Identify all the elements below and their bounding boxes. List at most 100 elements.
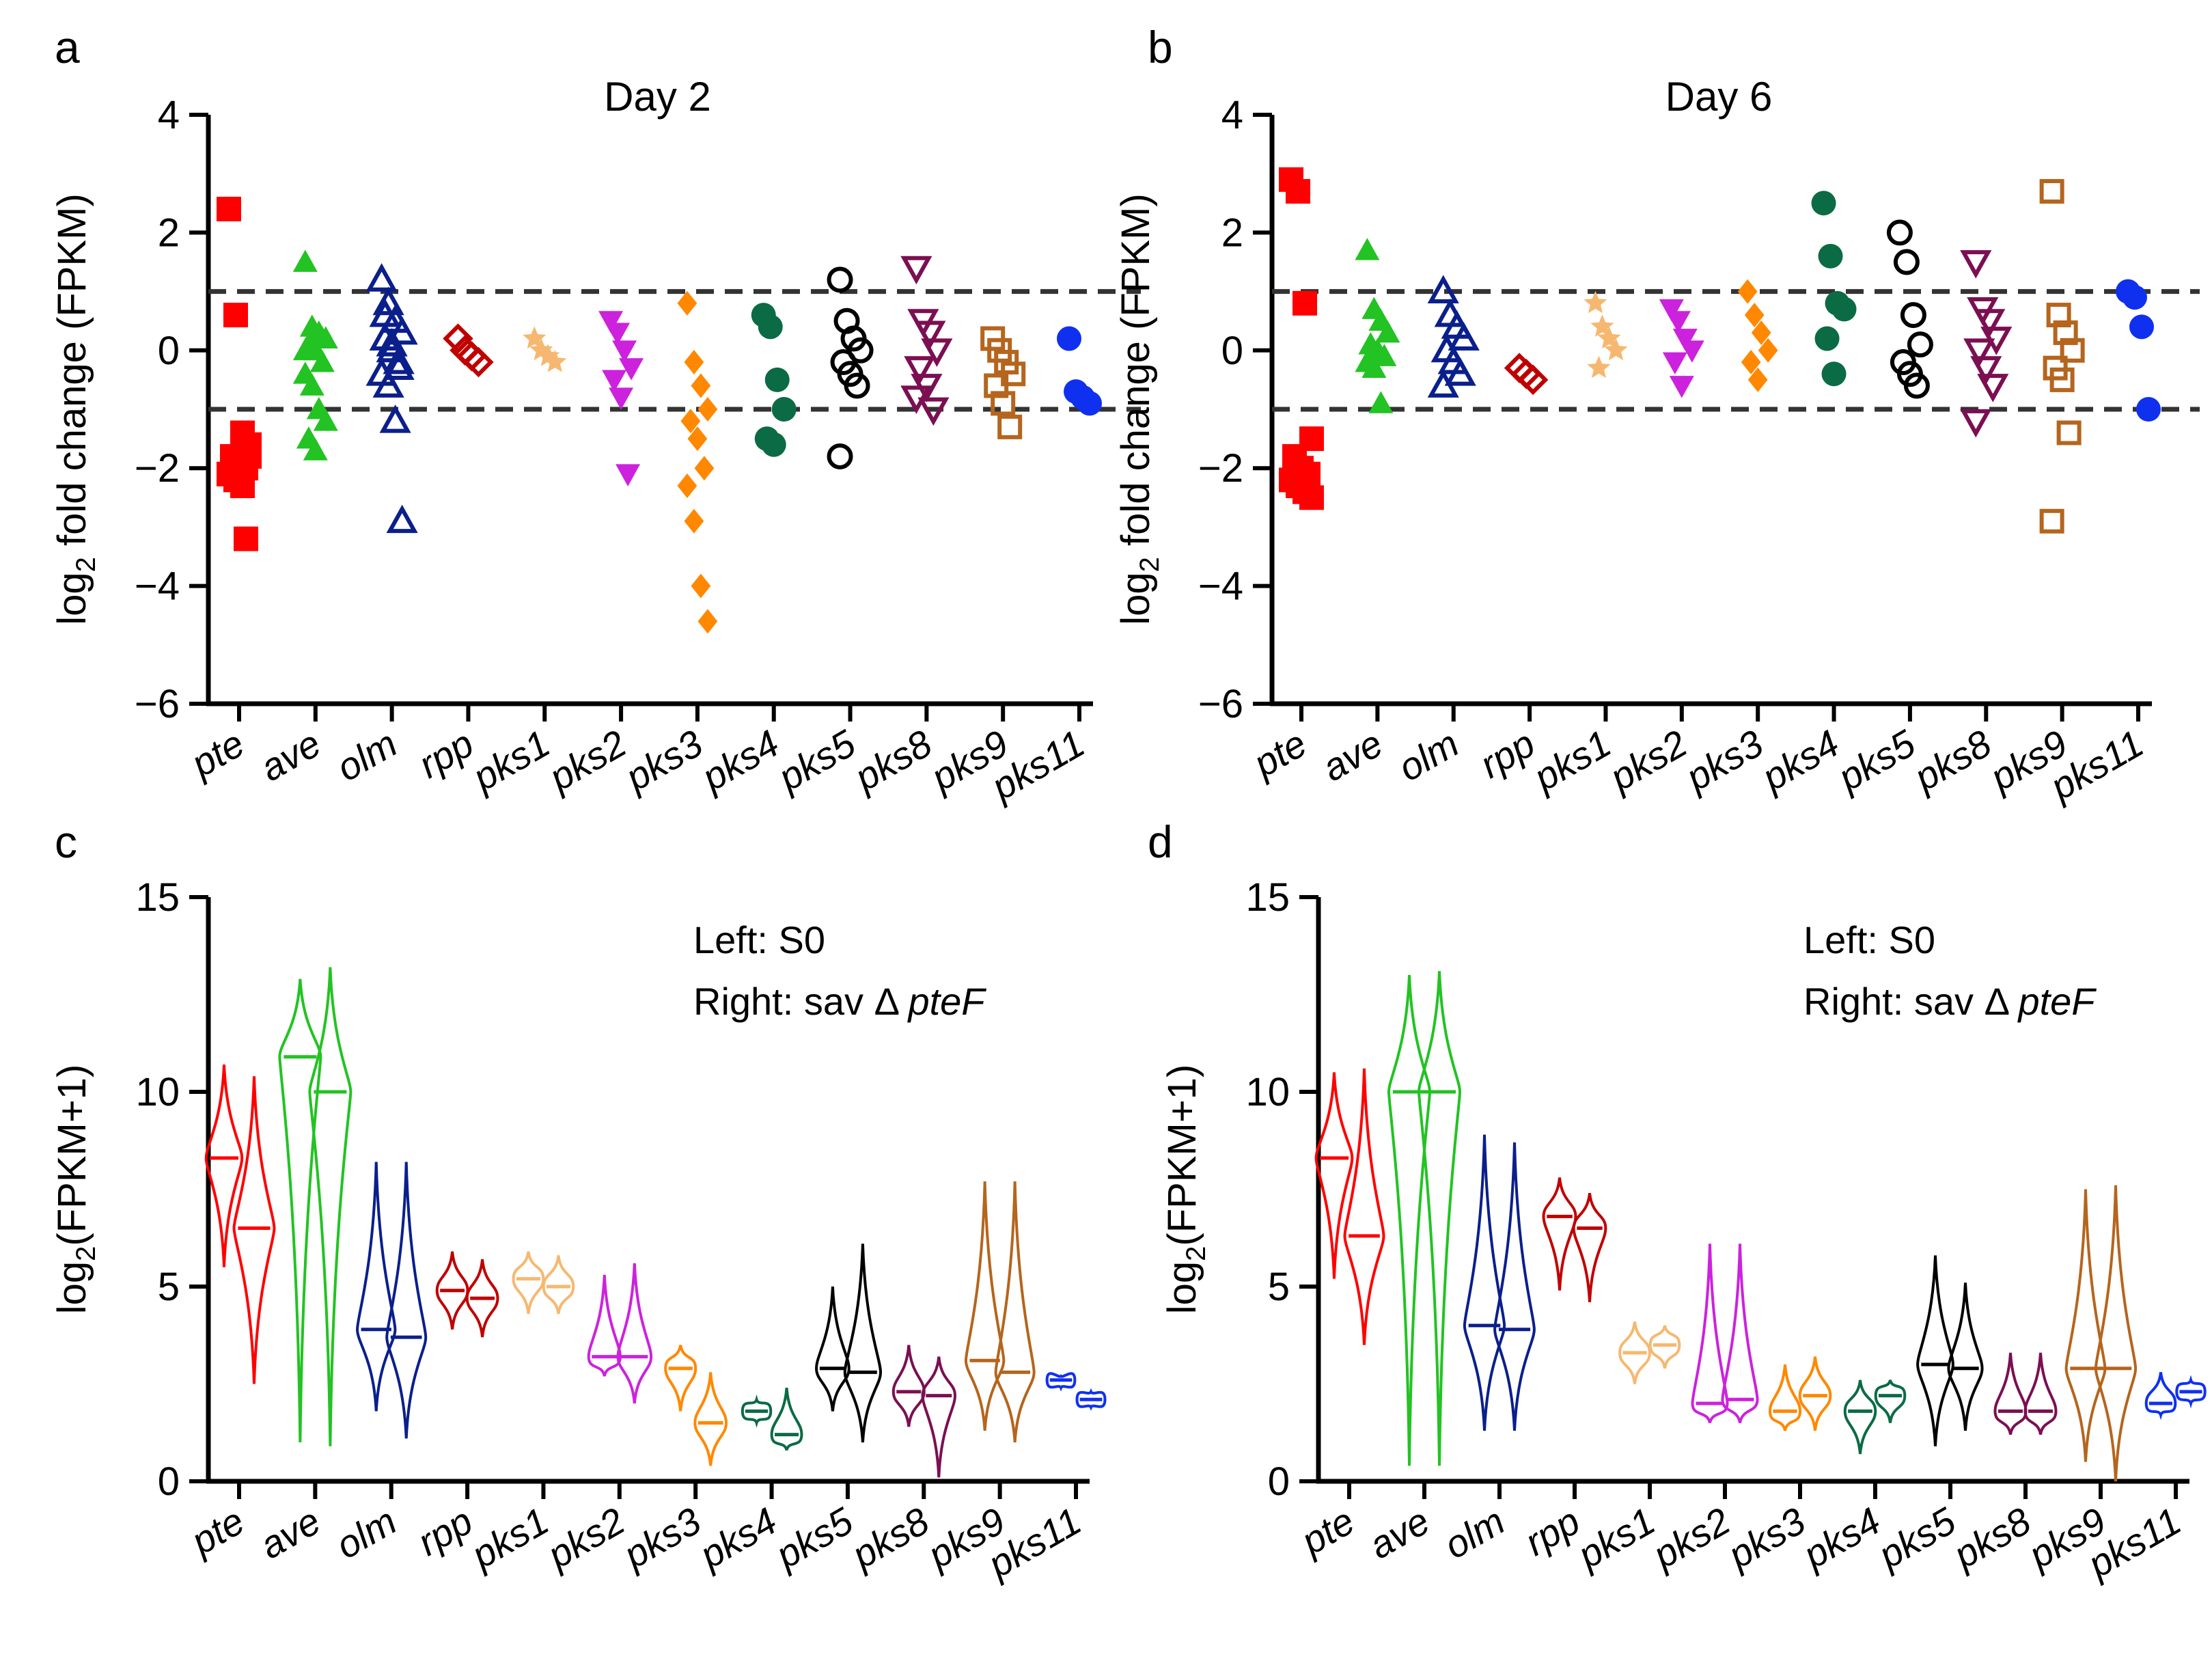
point-ave xyxy=(1355,238,1380,260)
chart-title: Day 6 xyxy=(1665,74,1773,120)
y-axis-label-subscript: 2 xyxy=(71,557,101,572)
x-tick-label-pte: pte xyxy=(1292,1499,1361,1563)
point-rpp xyxy=(443,323,473,354)
violin-left-pks8 xyxy=(1993,1352,2028,1436)
y-axis-label: log2 fold change (FPKM) xyxy=(1114,193,1165,625)
point-pks9 xyxy=(997,414,1023,439)
violin-left-pks5 xyxy=(1916,1255,1954,1446)
panel-letter: b xyxy=(1148,22,1173,72)
point-pks11 xyxy=(2136,397,2161,422)
x-tick-label-ave: ave xyxy=(1361,1499,1437,1567)
violin-left-pte xyxy=(204,1065,244,1267)
x-tick-label-olm: olm xyxy=(1437,1499,1512,1567)
violin-right-pks11 xyxy=(1075,1388,1107,1411)
violin-right-pks5 xyxy=(843,1244,883,1443)
x-tick-label-pte: pte xyxy=(1245,722,1314,786)
violin-right-ave xyxy=(1417,971,1462,1466)
point-pks9 xyxy=(2049,367,2075,392)
point-pks3 xyxy=(1741,350,1761,375)
violin-right-pks2 xyxy=(1721,1244,1759,1424)
violin-left-olm xyxy=(1463,1134,1506,1431)
violin-left-pks1 xyxy=(1618,1321,1651,1384)
point-pks2 xyxy=(1659,299,1684,322)
y-axis-label: log2(FPKM+1) xyxy=(50,1065,101,1315)
y-tick-label: 0 xyxy=(1221,329,1243,373)
point-olm xyxy=(1427,275,1459,303)
y-axis-label-rest: fold change (FPKM) xyxy=(1114,193,1158,557)
point-pks5 xyxy=(1900,302,1926,329)
violin-right-pks4 xyxy=(770,1388,803,1451)
point-ave xyxy=(299,373,324,396)
point-rpp xyxy=(463,346,494,378)
point-pks9 xyxy=(984,373,1009,398)
violin-left-rpp xyxy=(435,1251,469,1330)
violin-right-pks9 xyxy=(2094,1185,2138,1482)
point-pks8 xyxy=(900,385,932,414)
point-pks4 xyxy=(1821,361,1847,387)
y-tick-label: −6 xyxy=(135,682,180,726)
violin-right-pks3 xyxy=(1798,1356,1832,1431)
point-olm xyxy=(365,263,398,292)
y-tick-label: −2 xyxy=(135,446,180,491)
point-pks5 xyxy=(1903,372,1930,399)
violin-right-pks4 xyxy=(1874,1379,1907,1423)
chart-title: Day 2 xyxy=(604,74,711,120)
x-tick-label-olm: olm xyxy=(1391,722,1466,790)
point-olm xyxy=(386,316,418,345)
point-pks3 xyxy=(694,456,715,481)
x-tick-label-olm: olm xyxy=(329,1499,404,1567)
point-olm xyxy=(383,351,415,381)
point-pks4 xyxy=(758,314,783,340)
y-tick-label: 5 xyxy=(1268,1265,1290,1309)
violin-left-ave xyxy=(1387,974,1432,1466)
point-rpp xyxy=(1517,364,1549,396)
violin-right-pks3 xyxy=(693,1372,728,1466)
x-tick-label-pte: pte xyxy=(182,1499,251,1563)
x-tick-label-ave: ave xyxy=(1315,722,1390,790)
point-pks3 xyxy=(684,508,704,534)
point-pks3 xyxy=(697,609,718,634)
point-pks2 xyxy=(1672,329,1698,351)
violin-right-pks9 xyxy=(994,1181,1036,1443)
y-axis-label: log2 fold change (FPKM) xyxy=(50,193,101,625)
point-olm xyxy=(1444,357,1476,386)
point-pks3 xyxy=(691,573,711,599)
point-pks8 xyxy=(1960,250,1992,279)
violin-left-pks11 xyxy=(2144,1372,2177,1420)
point-pks2 xyxy=(1679,340,1704,363)
violin-right-pks8 xyxy=(921,1356,956,1478)
point-pks9 xyxy=(2060,338,2085,363)
y-axis-label-main: log xyxy=(1160,1261,1204,1314)
violin-right-pks5 xyxy=(1947,1282,1984,1431)
point-pks9 xyxy=(2039,508,2064,534)
violin-left-ave xyxy=(278,978,322,1443)
y-axis-label-main: log xyxy=(50,572,94,624)
y-tick-label: 0 xyxy=(158,329,180,373)
point-pks5 xyxy=(1907,331,1933,358)
y-tick-label: 15 xyxy=(1245,875,1290,920)
point-pks4 xyxy=(1814,326,1840,351)
point-pks5 xyxy=(844,372,870,399)
y-tick-label: 4 xyxy=(158,93,180,137)
point-olm xyxy=(383,345,415,374)
point-ave xyxy=(292,249,318,272)
y-axis-label-main: log xyxy=(50,1261,94,1314)
point-pks3 xyxy=(1758,338,1778,363)
legend-right: Right: sav Δ pteF xyxy=(693,980,986,1023)
point-pks5 xyxy=(847,337,874,363)
point-pks8 xyxy=(1974,309,2006,338)
point-ave xyxy=(309,350,335,372)
y-tick-label: 2 xyxy=(158,210,180,255)
y-tick-label: 2 xyxy=(1221,210,1243,255)
point-pks2 xyxy=(619,358,644,381)
violin-right-olm xyxy=(1493,1142,1536,1431)
point-pks2 xyxy=(1665,311,1691,333)
point-olm xyxy=(1427,369,1459,398)
point-pks3 xyxy=(1751,320,1771,345)
point-pks8 xyxy=(904,356,936,385)
point-pks4 xyxy=(761,432,786,457)
point-olm xyxy=(372,369,404,398)
point-pks2 xyxy=(609,387,634,410)
x-tick-label-olm: olm xyxy=(329,722,404,790)
